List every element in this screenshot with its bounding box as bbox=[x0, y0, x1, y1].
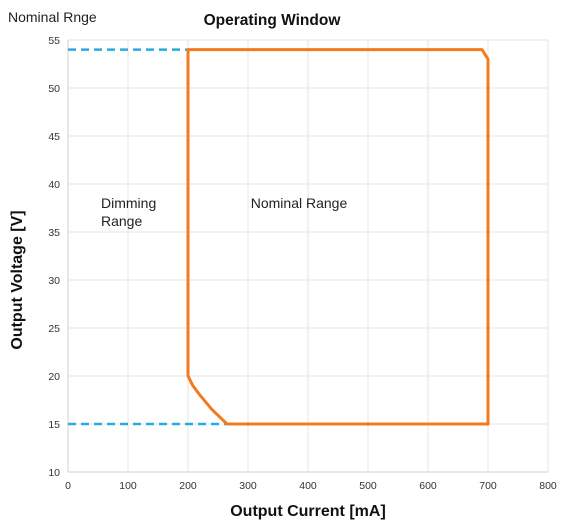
y-tick-label: 35 bbox=[48, 227, 60, 239]
range-annotation-line: Nominal Range bbox=[251, 195, 348, 211]
x-tick-label: 0 bbox=[65, 480, 71, 492]
y-tick-label: 55 bbox=[48, 35, 60, 47]
x-tick-label: 400 bbox=[299, 480, 317, 492]
y-tick-label: 30 bbox=[48, 275, 60, 287]
y-tick-label: 20 bbox=[48, 371, 60, 383]
y-tick-labels: 10 15 20 25 30 35 40 45 50 55 bbox=[48, 35, 60, 479]
range-annotation: Dimming Range bbox=[101, 195, 156, 229]
range-annotation-line: Range bbox=[101, 213, 142, 229]
x-tick-label: 100 bbox=[119, 480, 137, 492]
corner-label: Nominal Rnge bbox=[8, 9, 97, 25]
x-tick-label: 300 bbox=[239, 480, 257, 492]
operating-window-outline bbox=[186, 48, 490, 426]
x-tick-labels: 0 100 200 300 400 500 600 700 800 bbox=[65, 480, 557, 492]
y-tick-label: 10 bbox=[48, 467, 60, 479]
operating-window bbox=[186, 48, 490, 426]
chart-title: Operating Window bbox=[204, 12, 342, 29]
x-axis-label: Output Current [mA] bbox=[230, 503, 386, 520]
reference-lines bbox=[68, 48, 227, 426]
y-tick-label: 25 bbox=[48, 323, 60, 335]
y-tick-label: 40 bbox=[48, 179, 60, 191]
x-tick-label: 800 bbox=[539, 480, 557, 492]
range-annotation-line: Dimming bbox=[101, 195, 156, 211]
y-tick-label: 15 bbox=[48, 419, 60, 431]
range-annotation: Nominal Range bbox=[251, 195, 348, 211]
range-annotations: Dimming Range Nominal Range bbox=[101, 195, 347, 229]
x-tick-label: 500 bbox=[359, 480, 377, 492]
y-axis-label: Output Voltage [V] bbox=[9, 210, 26, 349]
axes bbox=[67, 40, 548, 473]
y-tick-label: 45 bbox=[48, 131, 60, 143]
x-tick-label: 600 bbox=[419, 480, 437, 492]
grid-lines bbox=[68, 39, 549, 472]
y-tick-label: 50 bbox=[48, 83, 60, 95]
x-tick-label: 700 bbox=[479, 480, 497, 492]
x-tick-label: 200 bbox=[179, 480, 197, 492]
